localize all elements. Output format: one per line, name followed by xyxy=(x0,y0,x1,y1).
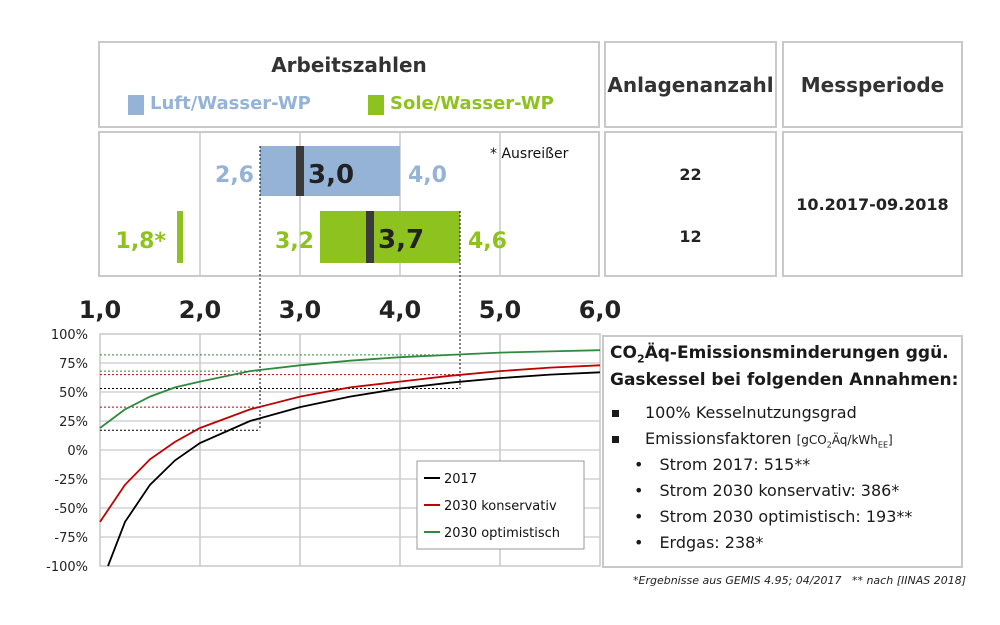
outlier-label-sole: 1,8* xyxy=(116,229,167,254)
legend-label-0: 2017 xyxy=(444,472,477,487)
footnote: *Ergebnisse aus GEMIS 4.95; 04/2017 ** n… xyxy=(633,574,966,587)
x-tick-label: 3,0 xyxy=(279,296,322,324)
header-arbeitszahlen: Arbeitszahlen xyxy=(271,53,427,77)
x-tick-label: 1,0 xyxy=(79,296,122,324)
info-bullet-2: Emissionsfaktoren [gCO2Äq/kWhEE] xyxy=(612,429,893,449)
min-label-luft: 2,6 xyxy=(215,163,254,188)
y-tick-label: 0% xyxy=(67,444,88,459)
series-line-0 xyxy=(107,371,601,567)
header-messperiode: Messperiode xyxy=(782,41,963,128)
count-sole: 12 xyxy=(679,227,702,246)
info-sub-2: • Strom 2030 konservativ: 386* xyxy=(634,481,900,500)
count-cell: 22 12 xyxy=(604,131,777,277)
count-luft: 22 xyxy=(679,165,702,184)
info-sub-4: • Erdgas: 238* xyxy=(634,533,764,552)
legend-label-luft: Luft/Wasser-WP xyxy=(150,93,311,114)
info-sub-1: • Strom 2017: 515** xyxy=(634,455,811,474)
series-line-1 xyxy=(99,364,601,523)
bar-luft xyxy=(260,146,400,196)
x-tick-label: 4,0 xyxy=(379,296,422,324)
outlier-note: * Ausreißer xyxy=(490,146,569,162)
y-tick-label: -50% xyxy=(54,502,88,517)
min-label-sole: 3,2 xyxy=(275,229,314,254)
y-tick-label: -75% xyxy=(54,531,88,546)
x-tick-label: 2,0 xyxy=(179,296,222,324)
median-marker-luft xyxy=(296,146,304,196)
chart-legend: 2017 2030 konservativ 2030 optimistisch xyxy=(416,460,585,550)
info-box: CO2Äq-Emissionsminderungen ggü. Gaskesse… xyxy=(602,335,963,568)
y-tick-label: -100% xyxy=(46,560,88,575)
y-tick-label: 75% xyxy=(59,357,88,372)
period-cell: 10.2017-09.2018 xyxy=(782,131,963,277)
info-bullet-1: 100% Kesselnutzungsgrad xyxy=(612,403,857,422)
bar-sole xyxy=(320,211,460,263)
legend-swatch-luft xyxy=(128,95,144,115)
legend-label-sole: Sole/Wasser-WP xyxy=(390,93,554,114)
y-tick-label: 25% xyxy=(59,415,88,430)
x-axis: 1,0 2,0 3,0 4,0 5,0 6,0 xyxy=(79,296,622,324)
legend-label-1: 2030 konservativ xyxy=(444,499,557,514)
legend-swatch-sole xyxy=(368,95,384,115)
info-title-line2: Gaskessel bei folgenden Annahmen: xyxy=(610,370,959,390)
median-label-luft: 3,0 xyxy=(308,160,354,190)
max-label-sole: 4,6 xyxy=(468,229,507,254)
median-marker-sole xyxy=(366,211,374,263)
info-title-line1: CO2Äq-Emissionsminderungen ggü. xyxy=(610,343,949,366)
square-bullet-icon xyxy=(612,410,619,417)
x-tick-label: 6,0 xyxy=(579,296,622,324)
median-label-sole: 3,7 xyxy=(378,225,424,255)
info-sub-3: • Strom 2030 optimistisch: 193** xyxy=(634,507,913,526)
legend-box xyxy=(416,460,585,550)
outlier-sole xyxy=(177,211,183,263)
y-tick-label: 100% xyxy=(51,328,88,343)
results-layer: 3,0 2,6 4,0 3,7 3,2 4,6 1,8* * Ausreißer xyxy=(116,133,569,275)
series-line-2 xyxy=(99,349,601,429)
x-tick-label: 5,0 xyxy=(479,296,522,324)
square-bullet-icon xyxy=(612,436,619,443)
legend-label-2: 2030 optimistisch xyxy=(444,526,560,541)
max-label-luft: 4,0 xyxy=(408,163,447,188)
header-cell-arbeitszahlen: Arbeitszahlen Luft/Wasser-WP Sole/Wasser… xyxy=(98,41,600,128)
header-anlagenanzahl: Anlagenanzahl xyxy=(604,41,777,128)
y-tick-label: 50% xyxy=(59,386,88,401)
y-tick-label: -25% xyxy=(54,473,88,488)
